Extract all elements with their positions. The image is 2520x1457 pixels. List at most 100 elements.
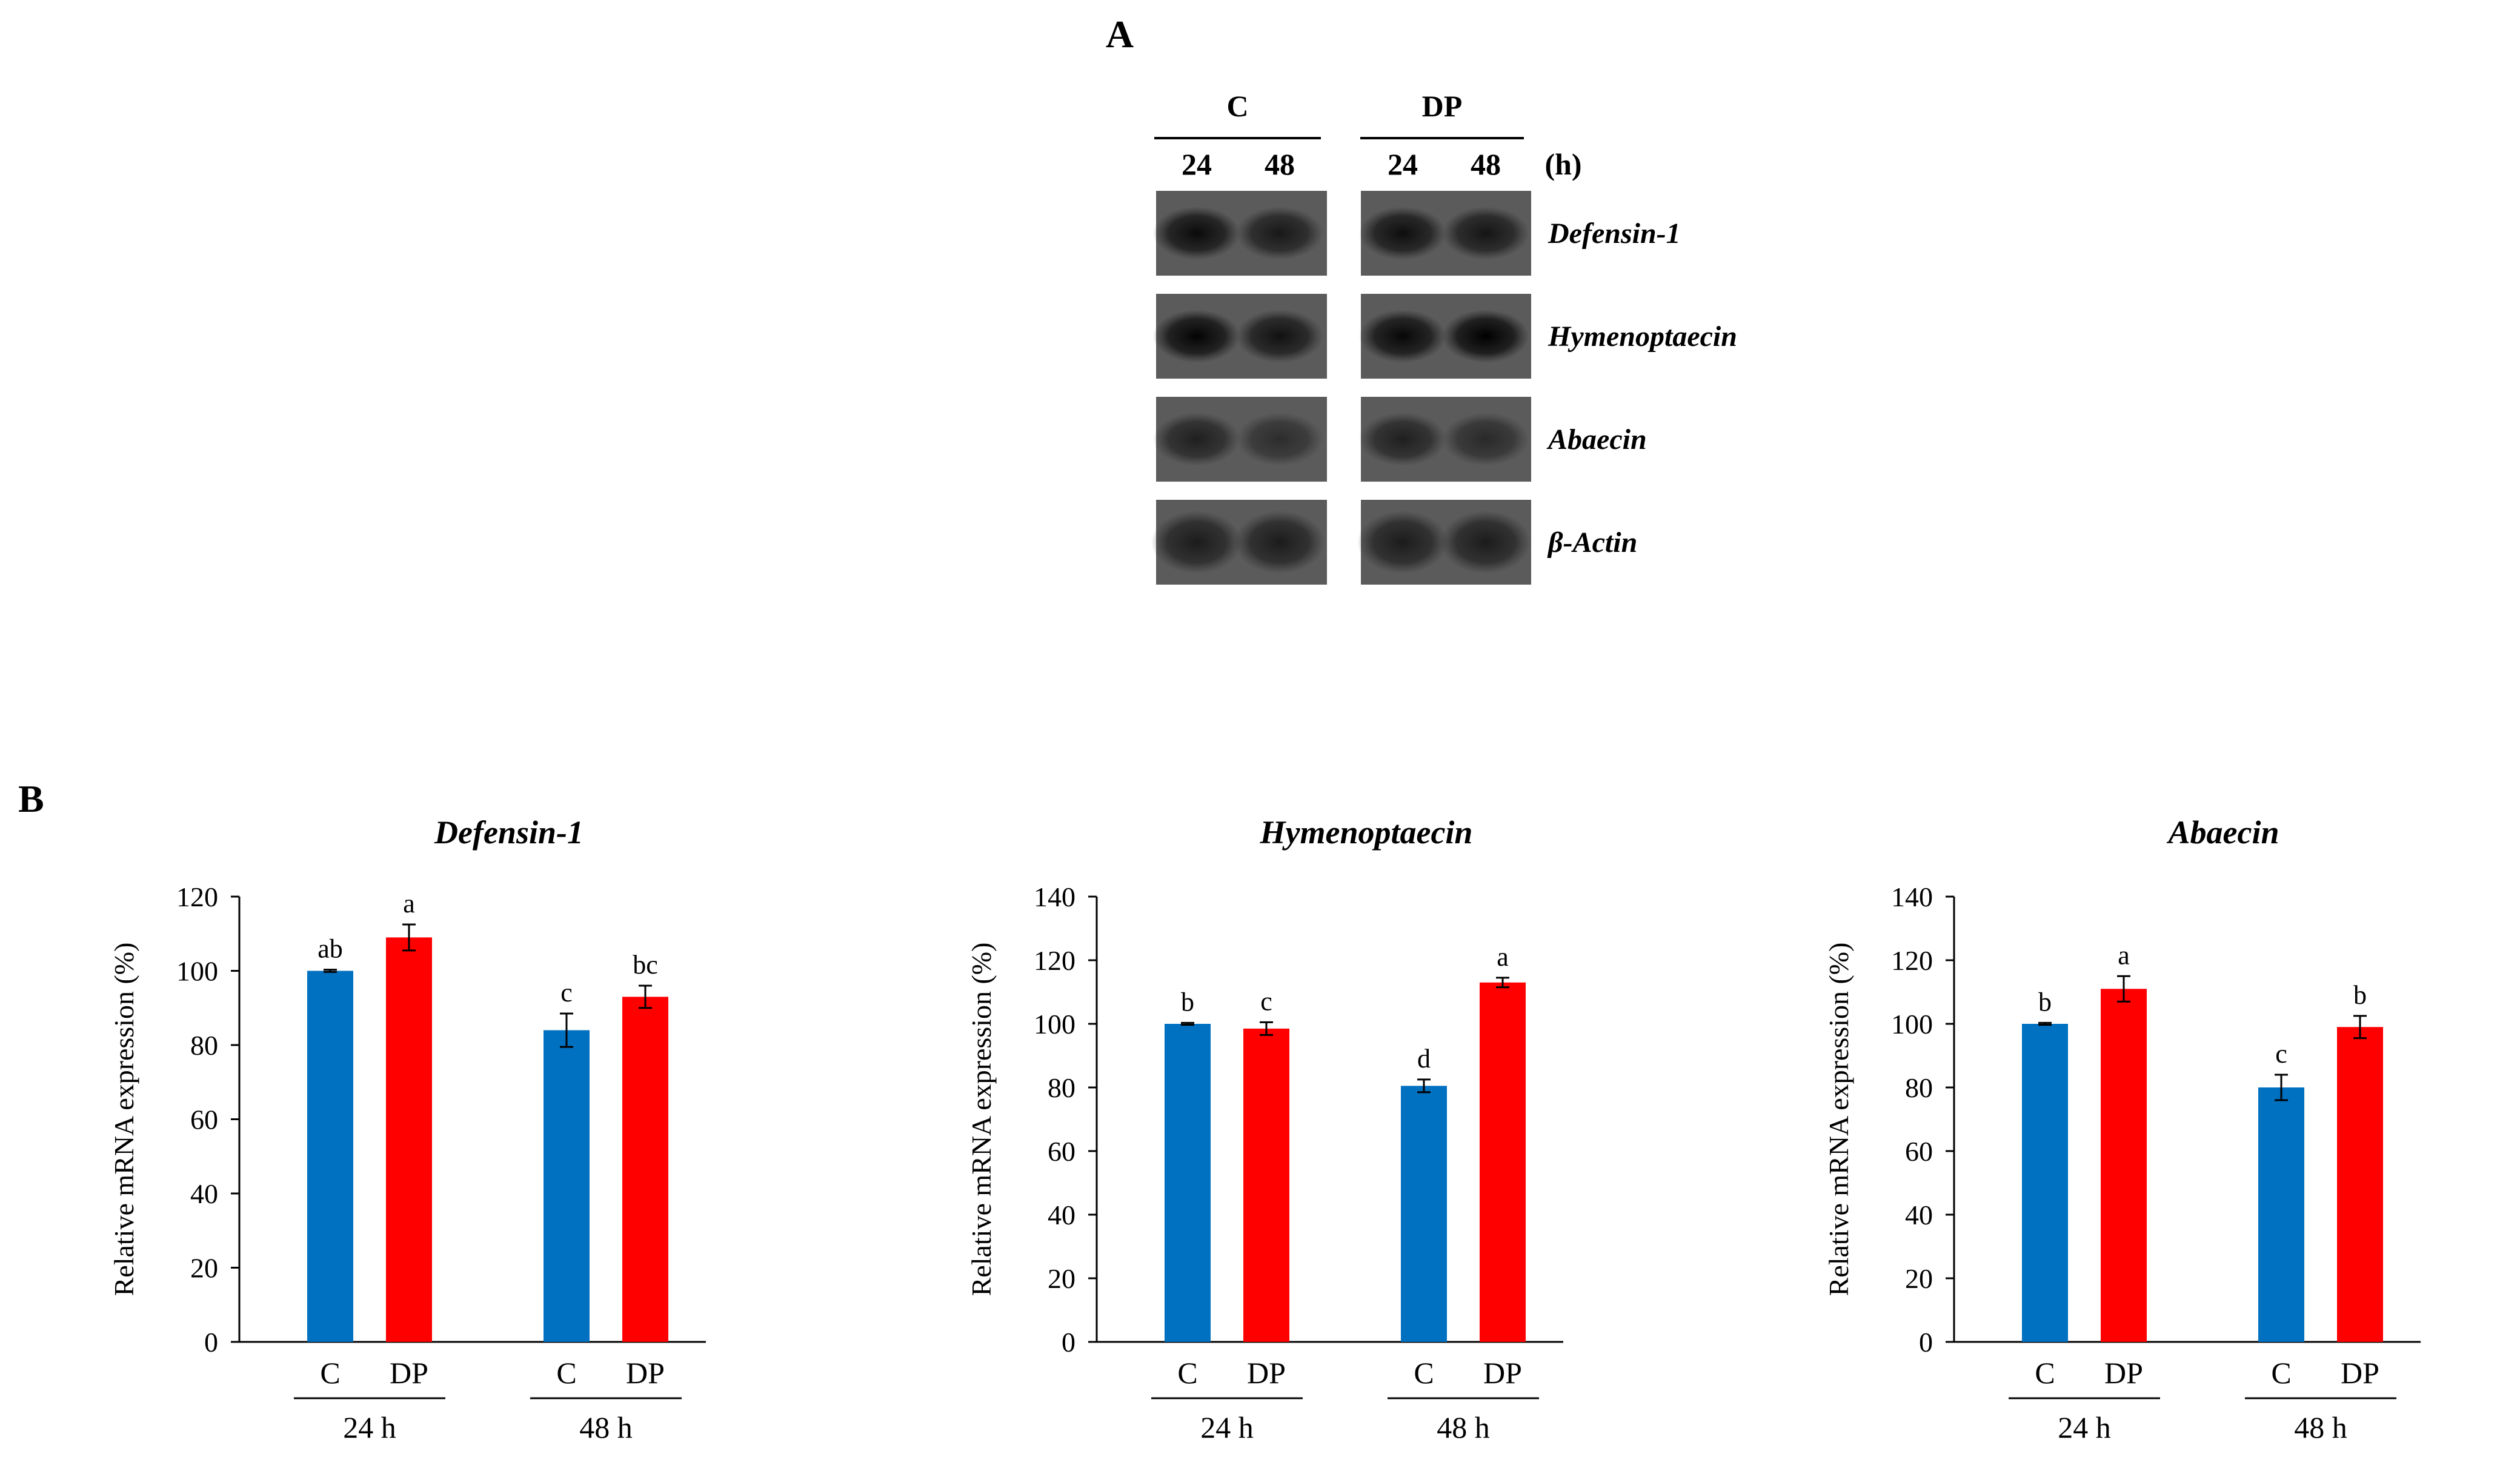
chart-title: Defensin-1	[434, 814, 583, 851]
significance-letter: c	[1260, 986, 1272, 1016]
significance-letter: b	[2353, 980, 2367, 1010]
y-tick-label: 60	[190, 1104, 218, 1135]
gel-band	[1442, 310, 1529, 363]
y-tick-label: 40	[1048, 1200, 1075, 1230]
y-axis-label: Relative mRNA expression (%)	[108, 943, 139, 1296]
panel-a-label: A	[1106, 13, 1134, 56]
gel-band	[1440, 511, 1531, 574]
gel-band	[1359, 413, 1446, 466]
x-tick-label: C	[556, 1356, 576, 1390]
x-tick-label: C	[2271, 1356, 2291, 1390]
significance-letter: bc	[633, 950, 658, 980]
time-label: 24	[1388, 147, 1418, 181]
y-tick-label: 40	[190, 1178, 218, 1209]
y-axis-label: Relative mRNA expression (%)	[966, 943, 997, 1296]
y-tick-label: 120	[176, 881, 218, 912]
y-axis-label: Relative mRNA expression (%)	[1823, 943, 1854, 1296]
x-tick-label: C	[320, 1356, 340, 1390]
gel-band	[1236, 310, 1323, 363]
chart-2: Hymenoptaecin Relative mRNA expression (%…	[966, 814, 1563, 1444]
chart-title: Abaecin	[2167, 814, 2279, 851]
gene-label: Hymenoptaecin	[1548, 320, 1737, 353]
significance-letter: b	[2038, 987, 2052, 1017]
y-tick-label: 0	[1919, 1327, 1933, 1358]
gel-band	[1234, 511, 1325, 574]
significance-letter: c	[2275, 1039, 2287, 1069]
panel-b-bar-charts: B Defensin-1 Relative mRNA expression (%) 0…	[18, 777, 2421, 1444]
bar-C	[1401, 1086, 1447, 1342]
y-tick-label: 80	[1048, 1072, 1075, 1103]
chart-1: Defensin-1 Relative mRNA expression (%) 0 2…	[108, 814, 706, 1444]
y-tick-label: 100	[176, 956, 218, 987]
group-label: 24 h	[343, 1410, 396, 1444]
gene-label: Abaecin	[1546, 423, 1647, 456]
time-label: 24	[1182, 147, 1212, 181]
bar-DP	[2101, 989, 2147, 1342]
x-tick-label: DP	[1483, 1356, 1522, 1390]
gene-label: β-Actin	[1547, 526, 1637, 559]
y-tick-label: 60	[1905, 1136, 1933, 1167]
y-tick-label: 140	[1891, 881, 1933, 912]
y-tick-label: 60	[1048, 1136, 1075, 1167]
x-tick-label: DP	[2341, 1356, 2379, 1390]
gene-label: Defensin-1	[1548, 217, 1681, 250]
significance-letter: d	[1417, 1044, 1431, 1074]
significance-letter: a	[2118, 940, 2130, 970]
gel-band	[1442, 413, 1529, 466]
y-tick-label: 20	[190, 1253, 218, 1284]
significance-letter: b	[1181, 987, 1194, 1017]
bar-DP	[1480, 982, 1526, 1342]
x-tick-label: C	[1414, 1356, 1434, 1390]
group-label: 48 h	[579, 1410, 633, 1444]
bar-C	[2022, 1024, 2068, 1342]
panel-b-label: B	[18, 777, 44, 820]
gel-band	[1359, 310, 1446, 363]
x-tick-label: C	[2035, 1356, 2055, 1390]
bar-C	[1165, 1024, 1211, 1342]
significance-letter: c	[560, 978, 573, 1007]
significance-letter: a	[1497, 942, 1509, 972]
bar-C	[307, 971, 353, 1342]
y-tick-label: 120	[1034, 945, 1075, 976]
x-tick-label: C	[1177, 1356, 1197, 1390]
gel-band	[1153, 413, 1240, 466]
y-tick-label: 120	[1891, 945, 1933, 976]
time-unit-label: (h)	[1544, 147, 1581, 181]
y-tick-label: 20	[1905, 1263, 1933, 1294]
group-label: 24 h	[1200, 1410, 1254, 1444]
chart-3: Abaecin Relative mRNA expression (%) 0 20 40…	[1823, 814, 2421, 1444]
y-tick-label: 100	[1034, 1009, 1075, 1040]
y-tick-label: 100	[1891, 1009, 1933, 1040]
bar-DP	[2337, 1027, 2383, 1342]
gel-band	[1442, 207, 1529, 260]
gel-band	[1357, 511, 1448, 574]
bar-C	[2258, 1087, 2304, 1342]
gel-band	[1236, 207, 1323, 260]
gel-band	[1153, 207, 1240, 260]
y-tick-label: 0	[1062, 1327, 1075, 1358]
y-tick-label: 20	[1048, 1263, 1075, 1294]
bar-DP	[386, 937, 432, 1342]
y-tick-label: 80	[190, 1030, 218, 1061]
y-tick-label: 140	[1034, 881, 1075, 912]
y-tick-label: 40	[1905, 1200, 1933, 1230]
time-label: 48	[1265, 147, 1295, 181]
gel-band	[1151, 511, 1242, 574]
chart-title: Hymenoptaecin	[1260, 814, 1473, 851]
group-label-C: C	[1226, 89, 1248, 123]
x-tick-label: DP	[390, 1356, 428, 1390]
time-label: 48	[1471, 147, 1501, 181]
bar-DP	[622, 997, 668, 1342]
gel-band	[1153, 310, 1240, 363]
y-tick-label: 0	[204, 1327, 218, 1358]
bar-C	[544, 1030, 590, 1342]
gel-band	[1359, 207, 1446, 260]
gel-band	[1236, 413, 1323, 466]
significance-letter: ab	[317, 934, 343, 964]
group-label: 48 h	[2294, 1410, 2347, 1444]
x-tick-label: DP	[2104, 1356, 2143, 1390]
y-tick-label: 80	[1905, 1072, 1933, 1103]
group-label-DP: DP	[1422, 89, 1463, 123]
